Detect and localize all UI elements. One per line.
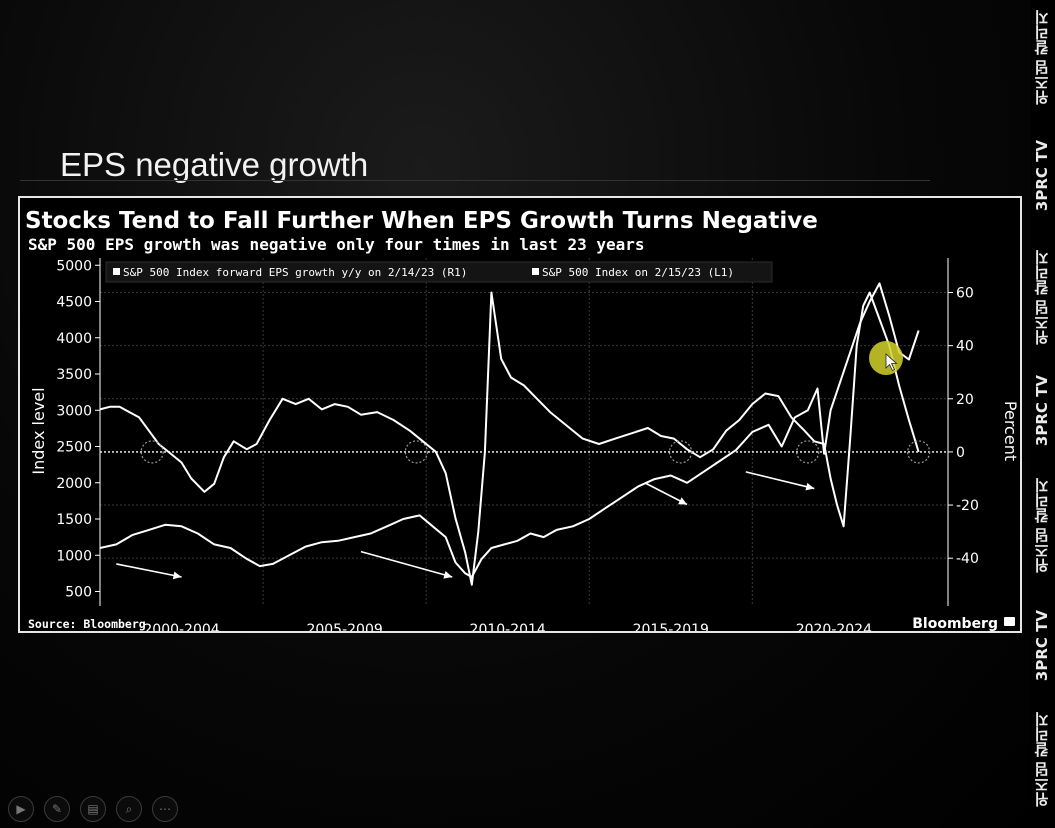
bloomberg-chat-icon [1004, 617, 1015, 626]
y-tick-label-left: 1000 [56, 548, 92, 564]
y-tick-label-left: 500 [65, 585, 92, 601]
annotation-arrow [360, 550, 453, 578]
watermark-text: 3PRC TV [1033, 375, 1051, 447]
watermark-text: 위즈덤 칼리지 [1033, 10, 1051, 106]
zero-crossing-marker [907, 440, 931, 464]
x-tick-label: 2020-2024 [796, 622, 872, 631]
axis-layer: 5000 4500 4000 3500 3000 2500 2000 1500 1000 500 6… [56, 258, 979, 631]
y-tick-label-left: 3500 [56, 367, 92, 383]
slides-icon[interactable]: ▤ [80, 796, 106, 822]
y-tick-label-left: 1500 [56, 512, 92, 528]
watermark-text: 위즈덤 칼리지 [1033, 478, 1051, 574]
annotation-arrow [745, 471, 815, 490]
y-tick-label-left: 2500 [56, 440, 92, 456]
y-tick-label-right: 20 [956, 392, 974, 408]
watermark-strip: 위즈덤 칼리지 3PRC TV 위즈덤 칼리지 3PRC TV 위즈덤 칼리지 3PRC … [1030, 0, 1055, 828]
x-tick-label: 2010-2014 [470, 622, 546, 631]
watermark-text: 위즈덤 칼리지 [1033, 250, 1051, 346]
zero-crossing-marker [404, 440, 428, 464]
play-icon[interactable]: ▶ [8, 796, 34, 822]
slide-title: EPS negative growth [60, 146, 369, 183]
x-tick-label: 2000-2004 [143, 622, 219, 631]
source-note: Source: Bloomberg [28, 617, 146, 631]
pen-icon[interactable]: ✎ [44, 796, 70, 822]
y-tick-label-left: 4000 [56, 331, 92, 347]
legend-box [105, 261, 773, 283]
chart-frame: Stocks Tend to Fall Further When EPS Gro… [18, 196, 1022, 633]
legend-swatch-eps [113, 268, 120, 275]
grid-layer [100, 258, 948, 606]
chart-subtitle: S&P 500 EPS growth was negative only fou… [28, 235, 645, 254]
y-tick-label-right: -40 [956, 551, 979, 567]
chart-title: Stocks Tend to Fall Further When EPS Gro… [25, 208, 818, 234]
y-tick-label-left: 3000 [56, 403, 92, 419]
series-line-sp500-index [99, 282, 920, 578]
bloomberg-brand: Bloomberg [912, 616, 998, 631]
title-divider [20, 180, 930, 181]
chart-svg: Stocks Tend to Fall Further When EPS Gro… [25, 208, 1020, 631]
zero-crossing-marker [668, 440, 693, 464]
annotation-arrow [116, 563, 182, 578]
annotation-arrowhead [172, 571, 182, 580]
annotation-arrowhead [678, 497, 688, 505]
watermark-text: 3PRC TV [1033, 140, 1051, 212]
series-layer [99, 282, 931, 586]
y-tick-label-left: 2000 [56, 476, 92, 492]
watermark-text: 3PRC TV [1033, 610, 1051, 682]
y-axis-right-label: Percent [1001, 401, 1020, 461]
zero-crossing-marker [140, 440, 164, 464]
more-icon[interactable]: ⋯ [152, 796, 178, 822]
y-tick-label-right: 40 [956, 339, 974, 355]
y-axis-left-label: Index level [29, 387, 48, 474]
zero-crossing-marker [796, 440, 820, 464]
annotation-arrowhead [443, 571, 453, 579]
watermark-text: 위즈덤 칼리지 [1033, 712, 1051, 808]
series-line-eps-growth [99, 291, 920, 586]
x-tick-label: 2015-2019 [633, 622, 709, 631]
mouse-pointer-icon [885, 353, 898, 372]
zoom-icon[interactable]: ⌕ [116, 796, 142, 822]
y-tick-label-left: 5000 [56, 258, 92, 274]
y-tick-label-right: -20 [956, 498, 979, 514]
y-tick-label-right: 0 [956, 445, 965, 461]
annotation-arrowhead [805, 482, 815, 491]
y-tick-label-left: 4500 [56, 295, 92, 311]
y-tick-label-right: 60 [956, 286, 974, 302]
x-tick-label: 2005-2009 [306, 622, 382, 631]
legend-label-eps: S&P 500 Index forward EPS growth y/y on … [123, 266, 467, 279]
legend-label-index: S&P 500 Index on 2/15/23 (L1) [542, 266, 734, 279]
legend-swatch-index [532, 268, 539, 275]
